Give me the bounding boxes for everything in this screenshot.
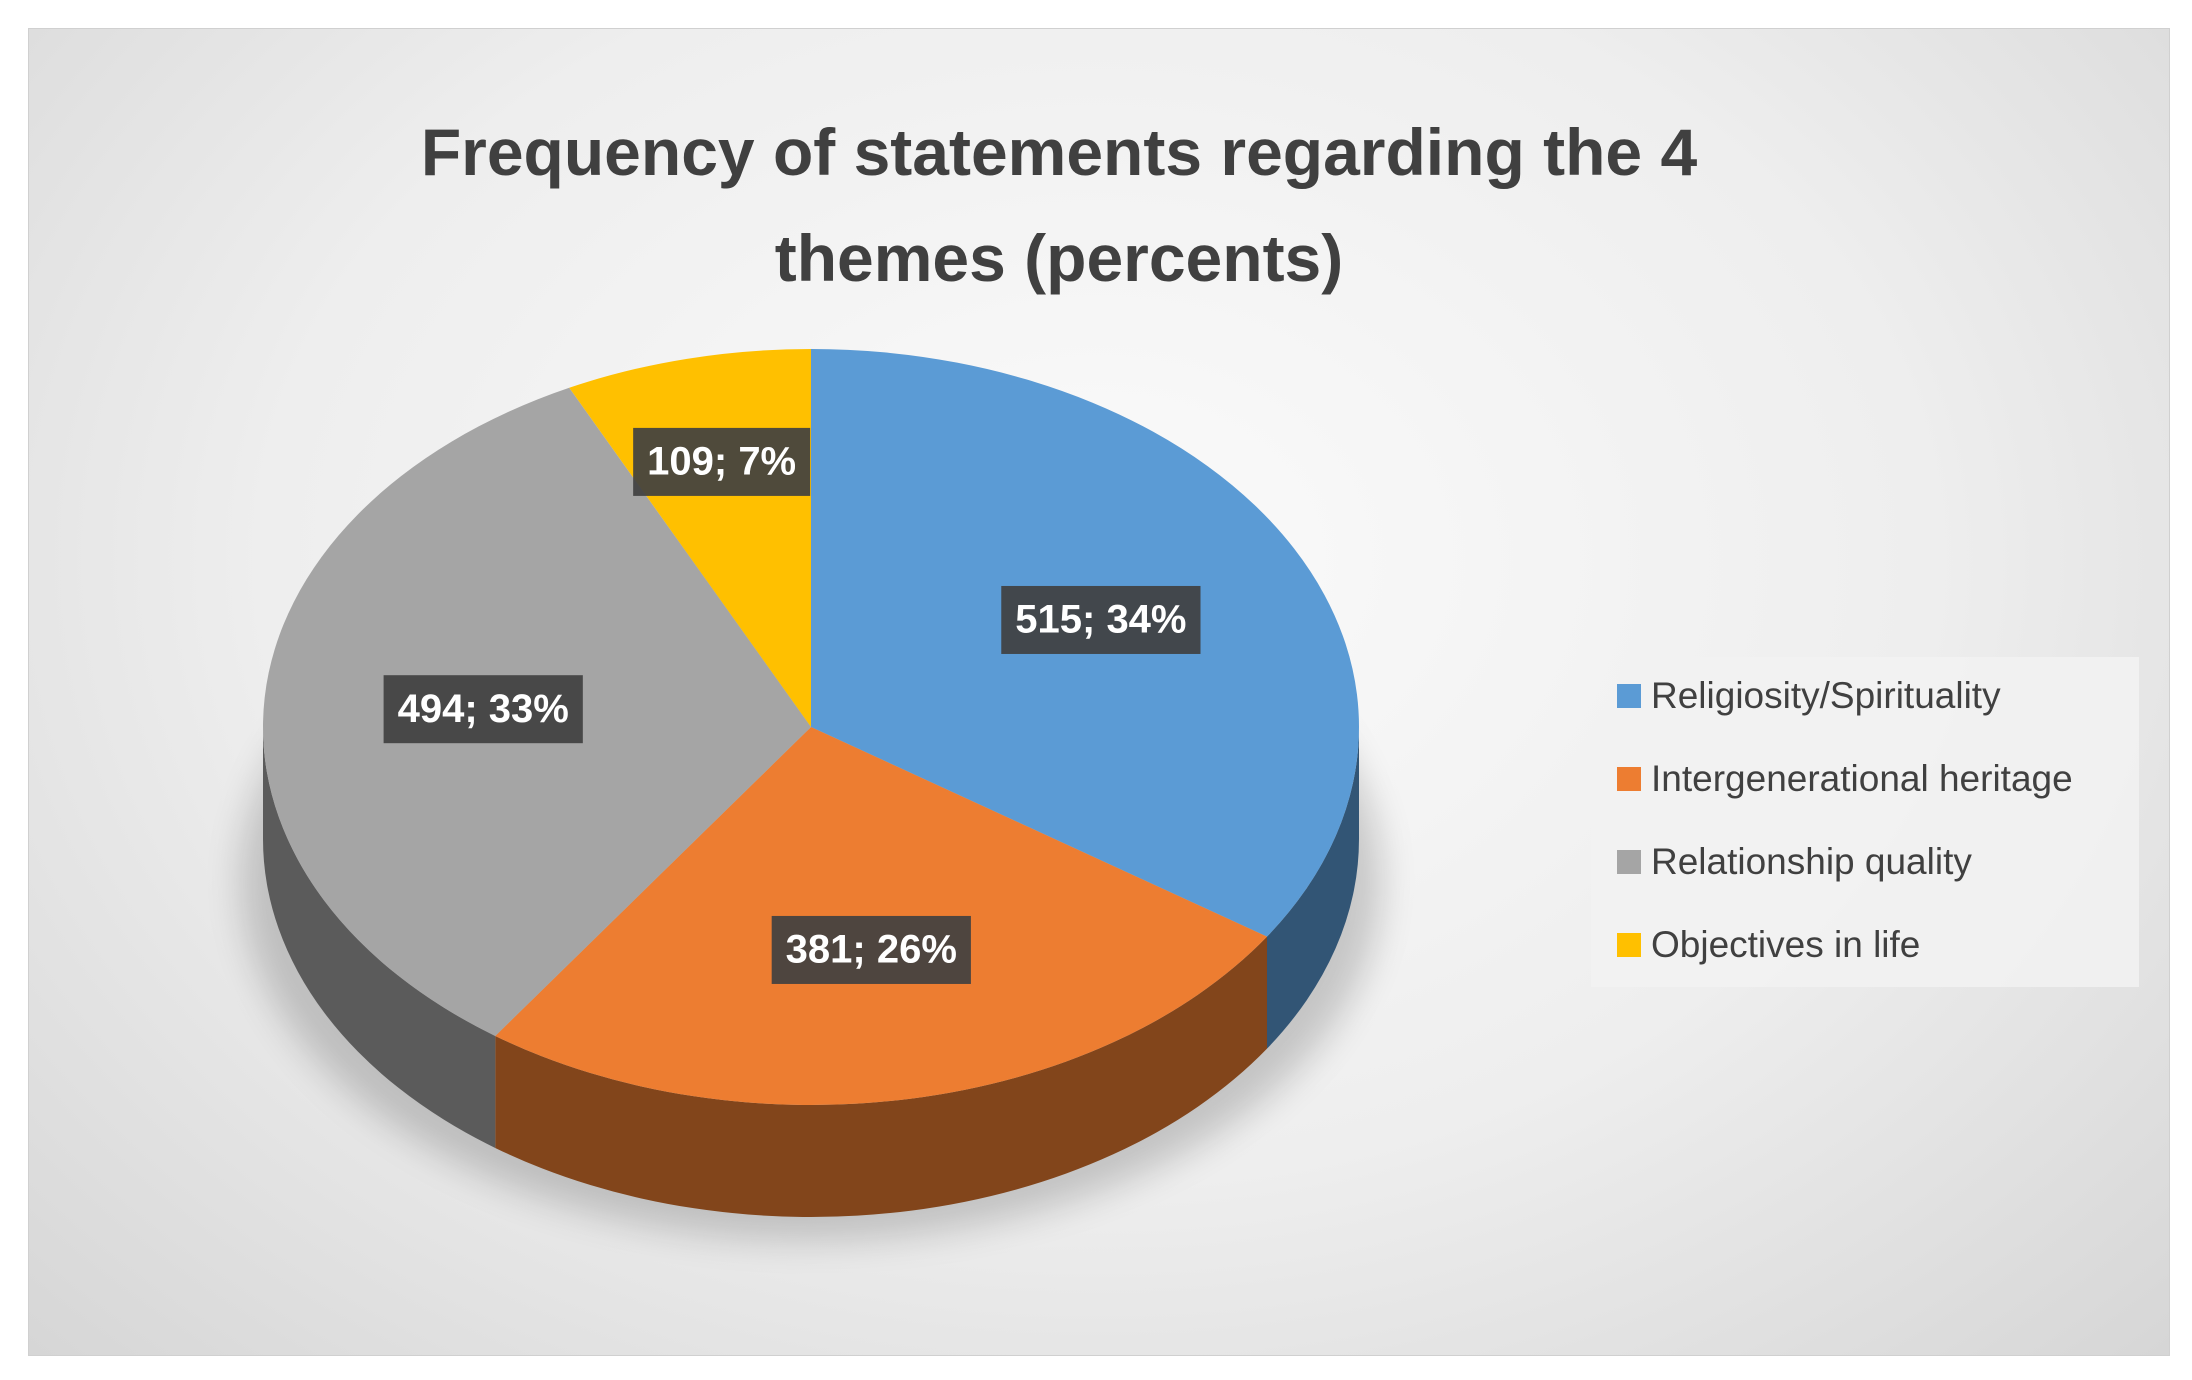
legend-label: Relationship quality bbox=[1651, 841, 1972, 882]
data-label: 381; 26% bbox=[771, 915, 971, 984]
legend-label: Objectives in life bbox=[1651, 924, 1920, 965]
chart-title: Frequency of statements regarding the 4 … bbox=[420, 115, 1698, 295]
legend-swatch bbox=[1617, 850, 1641, 874]
legend-label: Religiosity/Spirituality bbox=[1651, 675, 2001, 716]
legend-label: Intergenerational heritage bbox=[1651, 758, 2073, 799]
data-labels: 515; 34% 381; 26% 494; 33% 109; 7% bbox=[383, 427, 1201, 984]
legend: Religiosity/Spirituality Intergenerationa… bbox=[1617, 675, 2073, 965]
data-label-box bbox=[633, 427, 811, 496]
slice-side bbox=[1267, 727, 1359, 1049]
data-label: 109; 7% bbox=[633, 427, 811, 496]
data-label-box bbox=[1001, 585, 1201, 654]
data-label-box bbox=[383, 675, 583, 744]
data-label-box bbox=[771, 915, 971, 984]
slice-side bbox=[263, 727, 496, 1148]
data-label-text: 381; 26% bbox=[786, 928, 957, 972]
legend-box bbox=[1591, 657, 2139, 987]
data-label-text: 515; 34% bbox=[1015, 598, 1186, 642]
data-label-text: 494; 33% bbox=[398, 687, 569, 731]
data-label: 494; 33% bbox=[383, 675, 583, 744]
slice-sides bbox=[263, 727, 1359, 1217]
legend-swatch bbox=[1617, 684, 1641, 708]
slice-side bbox=[495, 936, 1268, 1217]
legend-swatch bbox=[1617, 933, 1641, 957]
data-label: 515; 34% bbox=[1001, 585, 1201, 654]
legend-swatch bbox=[1617, 767, 1641, 791]
data-label-text: 109; 7% bbox=[647, 439, 796, 483]
